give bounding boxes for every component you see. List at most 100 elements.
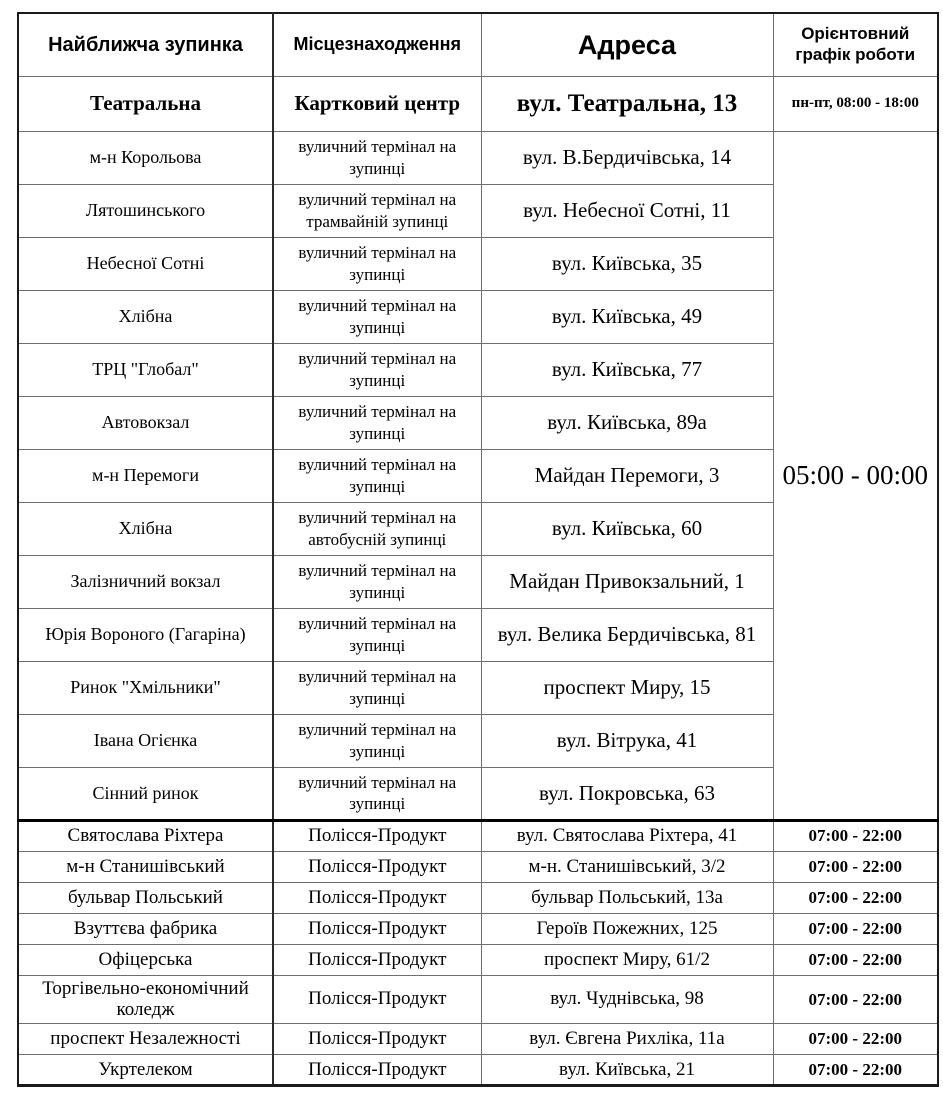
address-cell: м-н. Станишівський, 3/2 (480, 850, 774, 883)
stop-cell: Хлібна (17, 501, 274, 556)
location-cell: вуличний термінал на зупинці (272, 554, 482, 609)
stop-cell: проспект Незалежності (17, 1023, 274, 1056)
stop-cell: Святослава Ріхтера (17, 818, 274, 852)
address-cell: Майдан Привокзальний, 1 (480, 554, 774, 609)
address-cell: вул. Велика Бердичівська, 81 (480, 607, 774, 662)
hours-cell: 07:00 - 22:00 (772, 881, 939, 914)
address-cell: вул. Святослава Ріхтера, 41 (480, 818, 774, 852)
column-header-hours: Орієнтовний графік роботи (772, 12, 939, 77)
table-row-terminal: Ринок "Хмільники" вуличний термінал на зу… (17, 660, 938, 715)
stop-cell: Торгівельно-економічний коледж (17, 974, 274, 1025)
stop-cell: Сінний ринок (17, 766, 274, 821)
stop-cell: м-н Корольова (17, 130, 274, 185)
address-cell: вул. Євгена Рихліка, 11а (480, 1023, 774, 1056)
address-cell: вул. Київська, 21 (480, 1054, 774, 1087)
table-row-featured: Театральна Картковий центр вул. Театраль… (17, 75, 939, 132)
address-cell: вул. Покровська, 63 (480, 766, 774, 821)
table-row-store: Взуттєва фабрика Полісся-Продукт Героїв По… (17, 912, 939, 945)
stop-cell: м-н Станишівський (17, 850, 274, 883)
stop-cell: Автовокзал (17, 395, 274, 450)
address-cell: вул. Київська, 60 (480, 501, 774, 556)
location-cell: Полісся-Продукт (272, 943, 482, 976)
location-cell: вуличний термінал на автобусній зупинці (272, 501, 482, 556)
stop-cell: ТРЦ "Глобал" (17, 342, 274, 397)
stop-cell: Взуттєва фабрика (17, 912, 274, 945)
hours-cell: 07:00 - 22:00 (772, 1023, 939, 1056)
table-row-terminal: Лятошинського вуличний термінал на трамва… (17, 183, 938, 238)
stop-cell: м-н Перемоги (17, 448, 274, 503)
table-row-terminal: Юрія Вороного (Гагаріна) вуличний терміна… (17, 607, 938, 662)
address-cell: вул. Чуднівська, 98 (480, 974, 774, 1025)
hours-cell: 07:00 - 22:00 (772, 850, 939, 883)
stop-cell: Івана Огієнка (17, 713, 274, 768)
location-cell: вуличний термінал на трамвайній зупинці (272, 183, 482, 238)
address-cell: вул. Театральна, 13 (480, 75, 774, 132)
location-cell: вуличний термінал на зупинці (272, 395, 482, 450)
address-cell: проспект Миру, 15 (480, 660, 774, 715)
table-row-terminal: Хлібна вуличний термінал на автобусній зу… (17, 501, 938, 556)
location-cell: Полісся-Продукт (272, 974, 482, 1025)
column-header-address: Адреса (480, 12, 774, 77)
location-cell: вуличний термінал на зупинці (272, 236, 482, 291)
address-cell: вул. Київська, 77 (480, 342, 774, 397)
table-row-terminal: м-н Корольова вуличний термінал на зупинц… (17, 130, 939, 821)
table-row-terminal: Небесної Сотні вуличний термінал на зупин… (17, 236, 938, 291)
hours-cell: 07:00 - 22:00 (772, 943, 939, 976)
location-cell: Полісся-Продукт (272, 1054, 482, 1087)
stop-cell: Театральна (17, 75, 274, 132)
hours-merged-cell: 05:00 - 00:00 (772, 130, 939, 821)
location-cell: вуличний термінал на зупинці (272, 607, 482, 662)
location-cell: вуличний термінал на зупинці (272, 289, 482, 344)
location-cell: Полісся-Продукт (272, 912, 482, 945)
hours-cell: 07:00 - 22:00 (772, 974, 939, 1025)
address-cell: Героїв Пожежних, 125 (480, 912, 774, 945)
stop-cell: Укртелеком (17, 1054, 274, 1087)
location-cell: вуличний термінал на зупинці (272, 448, 482, 503)
location-cell: Полісся-Продукт (272, 818, 482, 852)
column-header-stop: Найближча зупинка (17, 12, 274, 77)
stop-cell: Небесної Сотні (17, 236, 274, 291)
address-cell: вул. В.Бердичівська, 14 (480, 130, 774, 185)
column-header-location: Місцезнаходження (272, 12, 482, 77)
table-row-terminal: Хлібна вуличний термінал на зупинці вул. К… (17, 289, 938, 344)
location-cell: вуличний термінал на зупинці (272, 660, 482, 715)
location-cell: вуличний термінал на зупинці (272, 713, 482, 768)
address-cell: вул. Київська, 49 (480, 289, 774, 344)
stop-cell: Юрія Вороного (Гагаріна) (17, 607, 274, 662)
hours-cell: 07:00 - 22:00 (772, 818, 939, 852)
stop-cell: Залізничний вокзал (17, 554, 274, 609)
table-row-terminal: ТРЦ "Глобал" вуличний термінал на зупинці… (17, 342, 938, 397)
hours-cell: 07:00 - 22:00 (772, 912, 939, 945)
location-cell: Полісся-Продукт (272, 850, 482, 883)
stop-cell: Офіцерська (17, 943, 274, 976)
hours-cell: 07:00 - 22:00 (772, 1054, 939, 1087)
hours-cell: пн-пт, 08:00 - 18:00 (772, 75, 939, 132)
location-cell: Картковий центр (272, 75, 482, 132)
table-row-store: м-н Станишівський Полісся-Продукт м-н. Ста… (17, 850, 939, 883)
address-cell: Майдан Перемоги, 3 (480, 448, 774, 503)
stop-cell: Хлібна (17, 289, 274, 344)
table-row-terminal: Сінний ринок вуличний термінал на зупинці… (17, 766, 938, 821)
stop-cell: Ринок "Хмільники" (17, 660, 274, 715)
payment-locations-table: Найближча зупинка Місцезнаходження Адрес… (17, 12, 939, 1088)
location-cell: Полісся-Продукт (272, 881, 482, 914)
stop-cell: Лятошинського (17, 183, 274, 238)
table-row-store: проспект Незалежності Полісся-Продукт вул.… (17, 1023, 939, 1056)
table-row-store: Святослава Ріхтера Полісся-Продукт вул. Св… (17, 818, 939, 852)
location-cell: вуличний термінал на зупинці (272, 130, 482, 185)
location-cell: вуличний термінал на зупинці (272, 342, 482, 397)
table-row-store: бульвар Польський Полісся-Продукт бульвар … (17, 881, 939, 914)
header-row: Найближча зупинка Місцезнаходження Адрес… (17, 12, 939, 77)
address-cell: вул. Небесної Сотні, 11 (480, 183, 774, 238)
address-cell: бульвар Польський, 13а (480, 881, 774, 914)
table-row-store: Торгівельно-економічний коледж Полісся-Пр… (17, 974, 939, 1025)
location-cell: Полісся-Продукт (272, 1023, 482, 1056)
stop-cell: бульвар Польський (17, 881, 274, 914)
address-cell: проспект Миру, 61/2 (480, 943, 774, 976)
address-cell: вул. Вітрука, 41 (480, 713, 774, 768)
table-row-store: Укртелеком Полісся-Продукт вул. Київська, … (17, 1054, 939, 1087)
address-cell: вул. Київська, 89а (480, 395, 774, 450)
table-row-store: Офіцерська Полісся-Продукт проспект Миру, … (17, 943, 939, 976)
address-cell: вул. Київська, 35 (480, 236, 774, 291)
